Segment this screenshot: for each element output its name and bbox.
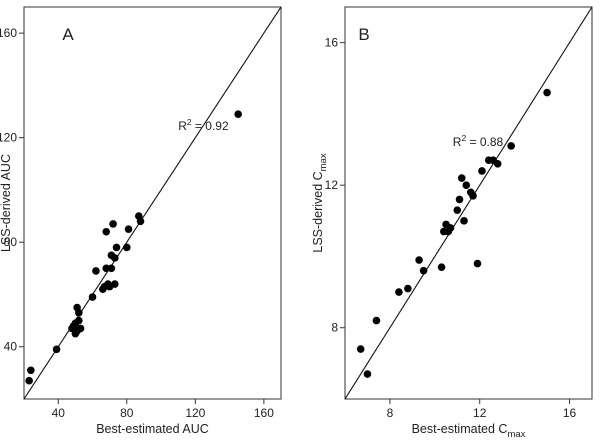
y-tick-label: 8 [331,321,338,335]
r-squared-annotation: R2 = 0.92 [178,117,229,133]
x-tick-label: 160 [254,406,274,420]
x-tick-label: 8 [387,406,394,420]
data-point [363,370,372,378]
identity-line [345,7,592,399]
y-tick-label: 120 [0,131,17,145]
x-axis-label: Best-estimated Cmax [412,422,526,440]
data-point [478,167,486,175]
data-point [76,324,85,333]
data-point [457,174,466,182]
data-point [107,251,116,260]
data-point [419,266,428,275]
plot-frame [344,6,593,400]
r-squared-annotation: R2 = 0.88 [453,133,504,149]
data-point [469,192,477,200]
data-point [75,308,83,317]
panel-letter: A [62,25,74,44]
data-point [124,225,133,233]
identity-line [24,7,281,399]
data-point [437,263,446,271]
data-point [455,195,464,204]
y-tick-label: 40 [4,340,18,354]
y-tick-label: 12 [325,178,339,192]
data-point [123,243,131,252]
data-point [395,288,403,296]
data-point [453,206,462,214]
data-point [460,217,468,225]
data-point [88,293,97,301]
data-point [25,376,33,385]
data-point [507,142,515,150]
data-point [356,345,365,353]
data-point [462,181,471,189]
x-tick-label: 16 [563,406,577,420]
data-point [111,280,119,288]
data-point [27,366,35,375]
data-point [234,110,242,118]
data-point [543,88,551,97]
x-tick-label: 120 [185,406,205,420]
panel-letter: B [358,25,369,44]
data-point [102,227,111,236]
data-point [52,345,61,354]
data-point [372,316,381,325]
data-point [71,329,80,338]
data-point [415,256,423,264]
panel-b: 8 12 16 8 12 16 B R2 = 0.88 Best-estimated Cmax L… [311,6,593,440]
panel-a: 40 80 120 160 40 80 120 160 A R2 = 0.92 Best-estim… [0,6,282,436]
data-point [473,259,482,268]
data-point [493,160,502,168]
data-point [92,267,100,275]
data-point [446,224,455,232]
x-tick-label: 40 [52,406,66,420]
data-point [112,243,121,252]
y-tick-label: 16 [325,36,339,50]
x-axis-label: Best-estimated AUC [96,422,209,436]
y-axis-label: LSS-derived Cmax [311,153,329,252]
data-point [109,220,117,228]
y-tick-label: 80 [4,235,18,249]
x-tick-label: 12 [473,406,487,420]
data-point [75,316,83,325]
y-axis-label: LSS-derived AUC [0,154,13,252]
data-point [404,284,412,293]
x-tick-label: 80 [120,406,134,420]
y-tick-label: 160 [0,26,17,40]
data-point [107,264,116,273]
data-point [136,217,145,226]
plot-frame [23,6,282,400]
